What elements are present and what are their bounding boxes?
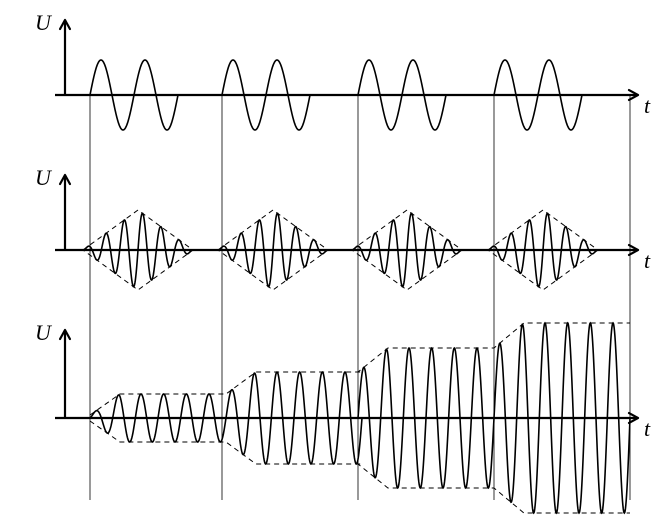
axis-label: U bbox=[35, 320, 53, 345]
diagram-canvas: Ut Ut Ut bbox=[0, 0, 672, 519]
axis-label: U bbox=[35, 10, 53, 35]
axis-label: t bbox=[644, 248, 651, 273]
axis-label: t bbox=[644, 416, 651, 441]
panel-1-axes bbox=[55, 20, 638, 95]
axis-label: t bbox=[644, 93, 651, 118]
axis-label: U bbox=[35, 165, 53, 190]
